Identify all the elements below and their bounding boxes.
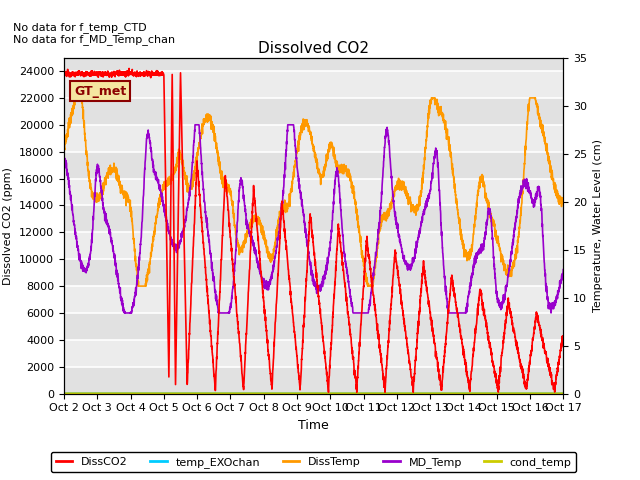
- Bar: [64, 98, 563, 125]
- DissCO2: [117, 72, 125, 78]
- Bar: [64, 367, 563, 394]
- DissTemp: [550, 181, 557, 187]
- DissCO2: [252, 209, 259, 215]
- Line: MD_Temp: MD_Temp: [64, 125, 563, 313]
- MD_Temp: [273, 235, 281, 240]
- MD_Temp: [496, 302, 504, 308]
- temp_EXOchan: [273, 390, 281, 396]
- Y-axis label: Dissolved CO2 (ppm): Dissolved CO2 (ppm): [3, 167, 13, 285]
- temp_EXOchan: [147, 390, 154, 396]
- Text: GT_met: GT_met: [74, 84, 126, 97]
- Bar: [64, 205, 563, 232]
- DissCO2: [273, 286, 281, 291]
- MD_Temp: [191, 122, 199, 128]
- temp_EXOchan: [117, 390, 125, 396]
- DissTemp: [252, 212, 260, 218]
- cond_temp: [60, 390, 68, 396]
- DissCO2: [496, 367, 504, 373]
- Bar: [64, 259, 563, 286]
- temp_EXOchan: [496, 390, 504, 396]
- DissTemp: [60, 142, 68, 148]
- DissCO2: [324, 389, 332, 395]
- cond_temp: [147, 390, 154, 396]
- Text: No data for f_temp_CTD: No data for f_temp_CTD: [13, 22, 147, 33]
- DissTemp: [559, 200, 567, 205]
- Bar: [64, 313, 563, 340]
- DissCO2: [125, 66, 133, 72]
- DissCO2: [550, 383, 557, 388]
- DissTemp: [147, 253, 155, 259]
- MD_Temp: [559, 267, 567, 273]
- temp_EXOchan: [60, 390, 68, 396]
- MD_Temp: [147, 144, 155, 150]
- DissCO2: [60, 71, 68, 77]
- temp_EXOchan: [252, 390, 259, 396]
- Text: No data for f_MD_Temp_chan: No data for f_MD_Temp_chan: [13, 34, 175, 45]
- Y-axis label: Temperature, Water Level (cm): Temperature, Water Level (cm): [593, 139, 603, 312]
- MD_Temp: [252, 251, 260, 257]
- MD_Temp: [60, 150, 68, 156]
- Line: DissCO2: DissCO2: [64, 69, 563, 392]
- Bar: [64, 152, 563, 179]
- DissTemp: [117, 190, 125, 195]
- Bar: [64, 58, 563, 71]
- cond_temp: [559, 390, 567, 396]
- cond_temp: [496, 390, 504, 396]
- DissTemp: [496, 245, 504, 251]
- cond_temp: [117, 390, 125, 396]
- DissTemp: [134, 283, 142, 289]
- DissTemp: [72, 95, 79, 101]
- MD_Temp: [120, 310, 128, 316]
- MD_Temp: [550, 303, 557, 309]
- X-axis label: Time: Time: [298, 419, 329, 432]
- Line: DissTemp: DissTemp: [64, 98, 563, 286]
- Legend: DissCO2, temp_EXOchan, DissTemp, MD_Temp, cond_temp: DissCO2, temp_EXOchan, DissTemp, MD_Temp…: [51, 452, 576, 472]
- Title: Dissolved CO2: Dissolved CO2: [258, 41, 369, 57]
- DissCO2: [147, 75, 155, 81]
- temp_EXOchan: [550, 390, 557, 396]
- MD_Temp: [117, 295, 125, 301]
- DissCO2: [559, 334, 567, 339]
- DissTemp: [273, 230, 281, 236]
- temp_EXOchan: [559, 390, 567, 396]
- cond_temp: [252, 390, 259, 396]
- cond_temp: [273, 390, 281, 396]
- cond_temp: [550, 390, 557, 396]
